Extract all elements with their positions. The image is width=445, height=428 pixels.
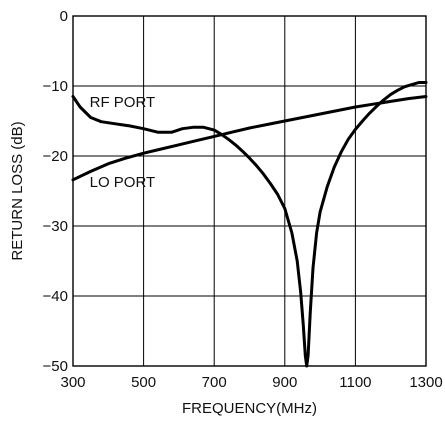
annotation-layer: RF PORT LO PORT [90, 94, 156, 191]
plot-frame [72, 15, 427, 367]
x-tick-label-700: 700 [202, 374, 227, 391]
x-tick-label-900: 900 [272, 374, 297, 391]
y-tick-label-4: −40 [43, 288, 68, 305]
frame-layer [72, 15, 427, 367]
series-layer [71, 81, 428, 368]
tick-label-layer: 300 500 700 900 1100 1300 0 −10 −20 −30 −40 −50 [43, 8, 443, 391]
x-axis-title: FREQUENCY(MHz) [182, 400, 317, 417]
y-tick-label-1: −10 [43, 78, 68, 95]
x-tick-label-300: 300 [60, 374, 85, 391]
y-tick-label-5: −50 [43, 358, 68, 375]
x-tick-label-1300: 1300 [409, 374, 442, 391]
y-tick-label-2: −20 [43, 148, 68, 165]
series-line-lo-port [71, 95, 428, 182]
y-tick-label-0: 0 [60, 8, 68, 25]
annotation-rf-port: RF PORT [90, 94, 156, 111]
x-tick-label-500: 500 [131, 374, 156, 391]
annotation-lo-port: LO PORT [90, 174, 156, 191]
grid-layer [72, 15, 427, 367]
series-line-rf-port [71, 81, 428, 368]
y-axis-title: RETURN LOSS (dB) [9, 121, 26, 260]
y-tick-label-3: −30 [43, 218, 68, 235]
x-tick-label-1100: 1100 [339, 374, 371, 391]
